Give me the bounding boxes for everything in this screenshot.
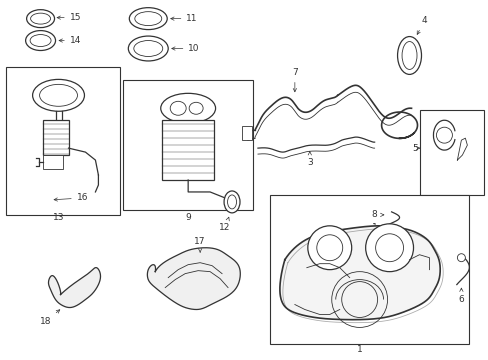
Text: 7: 7	[291, 68, 297, 92]
Text: 16: 16	[54, 193, 88, 202]
Bar	[42, 120, 68, 155]
Bar	[6, 67, 120, 215]
Bar	[419, 110, 483, 195]
Circle shape	[365, 224, 413, 272]
Circle shape	[375, 234, 403, 262]
Ellipse shape	[401, 41, 416, 69]
Polygon shape	[279, 226, 439, 320]
Ellipse shape	[134, 41, 163, 57]
Text: 1: 1	[371, 223, 377, 232]
Ellipse shape	[128, 36, 168, 61]
Text: 3: 3	[306, 152, 312, 167]
Bar	[242, 126, 251, 140]
Ellipse shape	[227, 195, 236, 209]
Ellipse shape	[135, 12, 162, 26]
Ellipse shape	[33, 80, 84, 111]
Text: 17: 17	[194, 237, 205, 252]
Polygon shape	[456, 138, 467, 160]
Text: 15: 15	[57, 13, 81, 22]
Text: 4: 4	[416, 16, 427, 35]
Text: 13: 13	[53, 213, 64, 222]
Ellipse shape	[31, 13, 50, 24]
Ellipse shape	[40, 84, 77, 106]
Polygon shape	[48, 267, 101, 307]
Bar	[42, 155, 62, 169]
Ellipse shape	[161, 93, 215, 123]
Ellipse shape	[224, 191, 240, 213]
Polygon shape	[147, 248, 240, 310]
Ellipse shape	[26, 10, 55, 28]
Ellipse shape	[30, 35, 51, 46]
Text: 6: 6	[458, 288, 463, 304]
Text: 2: 2	[374, 270, 386, 279]
Ellipse shape	[189, 102, 203, 114]
Ellipse shape	[397, 37, 421, 75]
Ellipse shape	[25, 31, 56, 50]
Text: 8: 8	[371, 210, 383, 219]
Text: 1: 1	[356, 345, 362, 354]
Bar	[269, 195, 468, 345]
Circle shape	[436, 127, 451, 143]
Ellipse shape	[129, 8, 167, 30]
Bar	[123, 80, 252, 210]
Text: 12: 12	[219, 217, 230, 232]
Text: 5: 5	[412, 144, 419, 153]
Text: 10: 10	[171, 44, 200, 53]
Text: 9: 9	[185, 213, 191, 222]
Circle shape	[456, 254, 465, 262]
Circle shape	[307, 226, 351, 270]
Text: 14: 14	[59, 36, 81, 45]
Circle shape	[316, 235, 342, 261]
Bar	[162, 120, 214, 180]
Ellipse shape	[170, 101, 186, 115]
Text: 11: 11	[170, 14, 198, 23]
Text: 18: 18	[40, 310, 60, 326]
